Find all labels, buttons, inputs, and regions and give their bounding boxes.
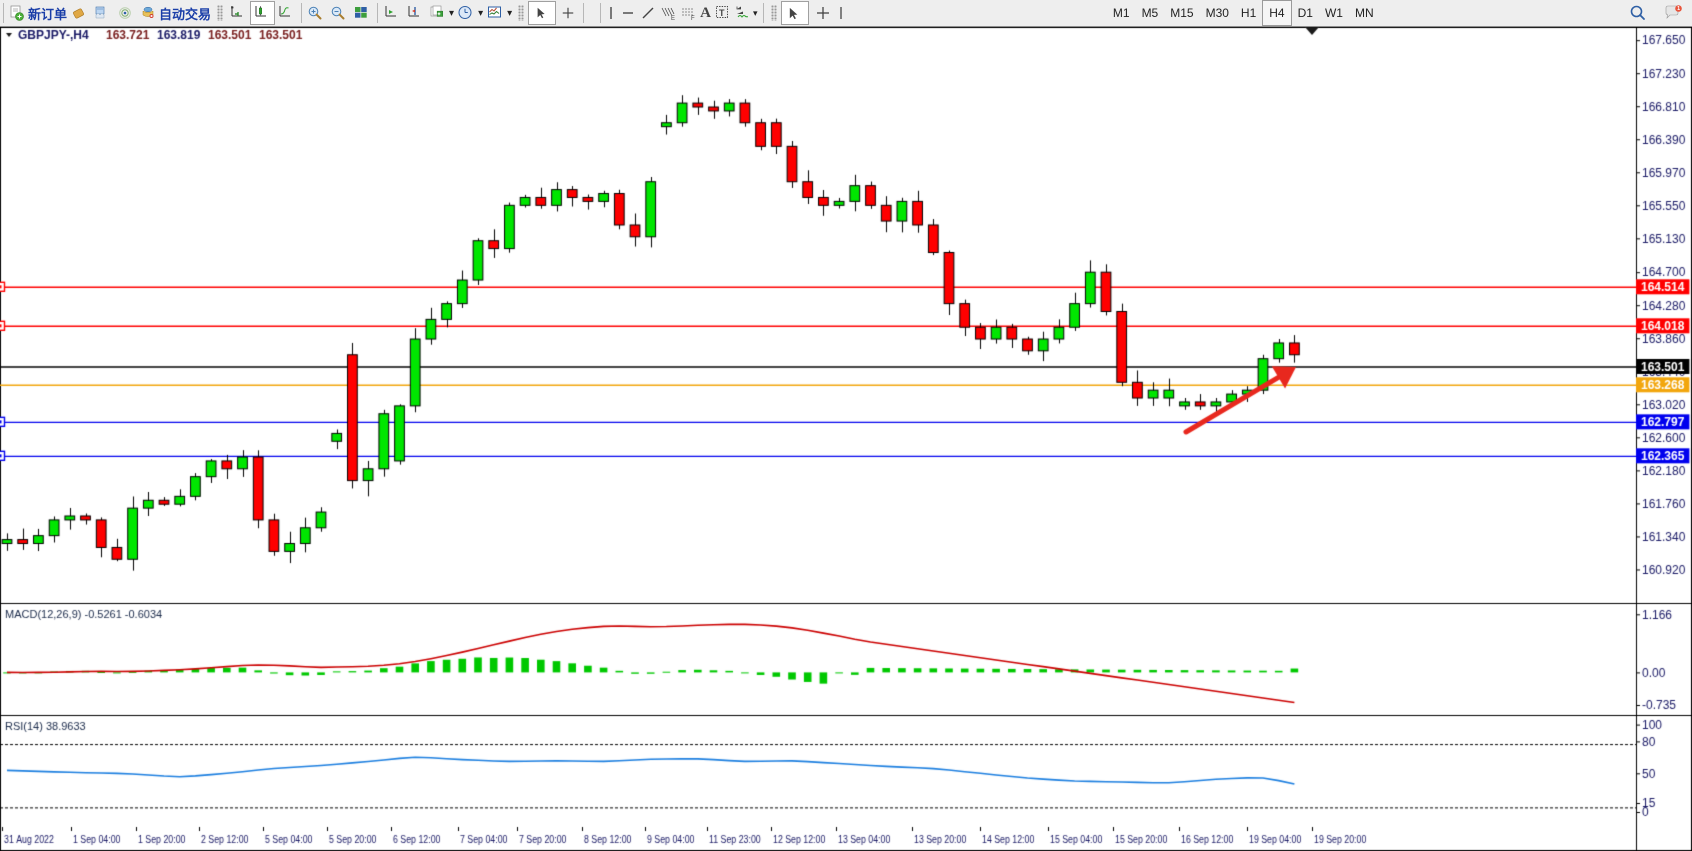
svg-text:E: E (671, 16, 675, 21)
svg-text:1: 1 (1677, 6, 1680, 12)
svg-text:T: T (719, 8, 725, 18)
svg-text:F: F (691, 16, 695, 21)
